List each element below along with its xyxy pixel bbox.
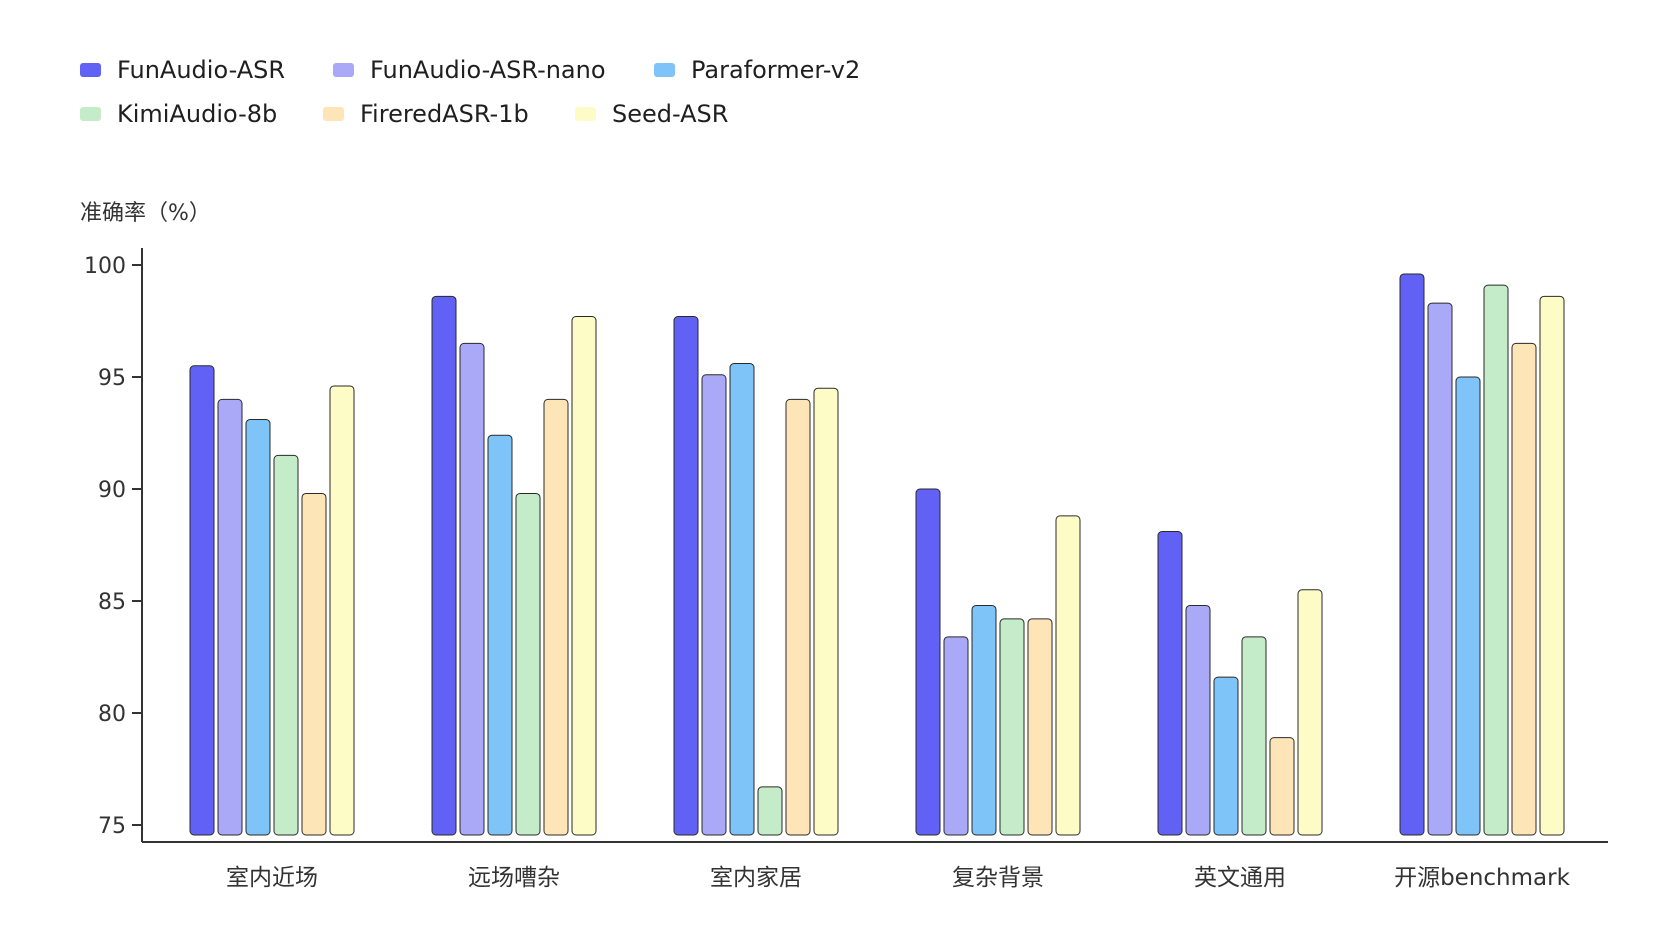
bar-group: [189, 365, 355, 836]
legend-swatch: [80, 63, 101, 77]
bar: [273, 454, 299, 836]
bar: [1213, 676, 1239, 836]
bar: [1297, 589, 1323, 836]
y-tick-label: 95: [98, 366, 126, 391]
x-tick-label: 复杂背景: [952, 865, 1044, 891]
legend-swatch: [333, 63, 354, 77]
bar: [729, 363, 755, 836]
legend-label: FireredASR-1b: [360, 100, 529, 128]
y-tick-label: 85: [98, 590, 126, 615]
bar: [459, 342, 485, 836]
legend-label: FunAudio-ASR-nano: [370, 56, 606, 84]
category-labels: 室内近场 远场嘈杂 室内家居 复杂背景 英文通用 开源benchmark: [226, 865, 1571, 891]
bar: [1483, 284, 1509, 836]
bar: [1511, 342, 1537, 836]
bar: [189, 365, 215, 836]
bar: [301, 492, 327, 836]
y-axis-label: 准确率（%）: [80, 201, 211, 226]
bar: [1269, 737, 1295, 836]
bar: [813, 387, 839, 836]
legend-label: Seed-ASR: [612, 100, 728, 128]
legend-swatch: [323, 107, 344, 121]
legend-item: FunAudio-ASR-nano: [333, 56, 606, 84]
legend-label: FunAudio-ASR: [117, 56, 285, 84]
bar: [1427, 302, 1453, 836]
bar: [515, 492, 541, 836]
y-tick-label: 75: [98, 814, 126, 839]
y-tick-label: 100: [84, 254, 126, 279]
bar: [999, 618, 1025, 836]
legend: FunAudio-ASR FunAudio-ASR-nano Paraformer-…: [80, 56, 860, 128]
bar: [915, 488, 941, 836]
bar: [1241, 636, 1267, 836]
bar-group: [1399, 273, 1565, 836]
bar: [701, 374, 727, 836]
bar-group: [915, 488, 1081, 836]
bar: [217, 398, 243, 836]
bar: [1455, 376, 1481, 836]
legend-item: Paraformer-v2: [654, 56, 860, 84]
bar: [1055, 515, 1081, 836]
bar: [431, 295, 457, 836]
legend-swatch: [575, 107, 596, 121]
legend-label: Paraformer-v2: [691, 56, 860, 84]
bar: [1027, 618, 1053, 836]
axes: 75 80 85 90 95 100: [84, 248, 1608, 843]
bars: [189, 273, 1565, 836]
bar: [1185, 604, 1211, 836]
legend-swatch: [654, 63, 675, 77]
legend-swatch: [80, 107, 101, 121]
bar-group: [431, 295, 597, 836]
bar: [1399, 273, 1425, 836]
bar: [971, 604, 997, 836]
x-tick-label: 英文通用: [1194, 865, 1286, 891]
bar: [785, 398, 811, 836]
bar: [329, 385, 355, 836]
y-tick-label: 80: [98, 702, 126, 727]
x-tick-label: 远场嘈杂: [468, 865, 560, 891]
bar: [245, 419, 271, 836]
x-tick-label: 室内近场: [226, 865, 318, 891]
x-tick-label: 开源benchmark: [1394, 865, 1571, 891]
legend-item: KimiAudio-8b: [80, 100, 277, 128]
legend-item: FireredASR-1b: [323, 100, 529, 128]
bar: [571, 316, 597, 836]
bar: [757, 786, 783, 836]
y-tick-label: 90: [98, 478, 126, 503]
bar-group: [673, 316, 839, 836]
legend-item: FunAudio-ASR: [80, 56, 285, 84]
bar: [943, 636, 969, 836]
bar: [673, 316, 699, 836]
bar: [1539, 295, 1565, 836]
x-tick-label: 室内家居: [710, 865, 802, 891]
bar: [487, 434, 513, 836]
legend-label: KimiAudio-8b: [117, 100, 277, 128]
bar-group: [1157, 531, 1323, 836]
bar: [1157, 531, 1183, 836]
bar: [543, 398, 569, 836]
legend-item: Seed-ASR: [575, 100, 728, 128]
